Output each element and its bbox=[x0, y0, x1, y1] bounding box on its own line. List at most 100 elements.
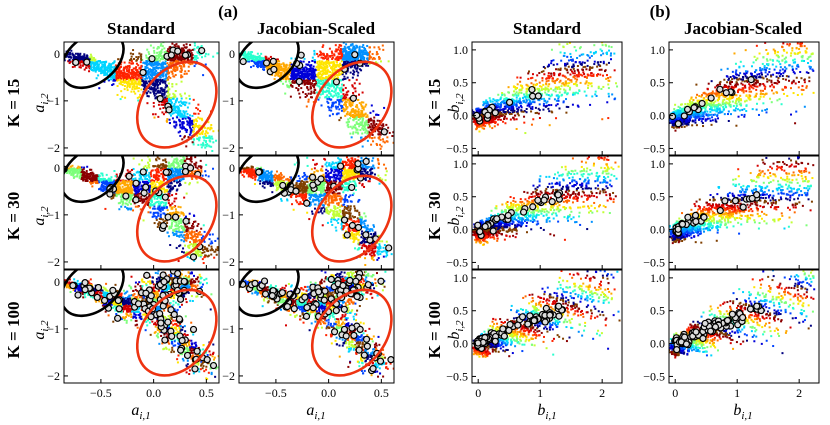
data-point bbox=[353, 45, 356, 48]
data-point bbox=[173, 95, 176, 98]
data-point bbox=[370, 104, 373, 107]
data-point bbox=[519, 76, 522, 79]
data-point bbox=[546, 100, 549, 103]
data-point bbox=[162, 42, 165, 44]
data-point bbox=[299, 60, 302, 63]
data-point bbox=[160, 67, 163, 70]
data-point bbox=[516, 112, 519, 115]
data-point bbox=[137, 56, 140, 59]
data-point bbox=[334, 101, 337, 104]
data-point bbox=[337, 99, 340, 102]
data-point bbox=[347, 90, 350, 93]
data-point bbox=[270, 65, 273, 68]
data-point bbox=[159, 50, 162, 53]
data-point bbox=[600, 54, 603, 57]
data-point bbox=[515, 118, 518, 121]
data-point bbox=[92, 58, 95, 61]
data-point bbox=[181, 121, 184, 124]
data-point bbox=[585, 76, 588, 79]
data-point bbox=[215, 139, 218, 142]
data-point bbox=[327, 74, 330, 77]
data-point bbox=[182, 101, 185, 104]
data-point bbox=[170, 57, 173, 60]
data-point bbox=[133, 90, 136, 93]
data-point bbox=[593, 44, 596, 47]
data-point bbox=[507, 91, 510, 94]
data-point bbox=[150, 62, 153, 65]
data-point bbox=[187, 65, 190, 68]
data-point bbox=[292, 75, 295, 78]
data-point bbox=[382, 48, 385, 51]
data-point bbox=[250, 57, 253, 60]
data-point bbox=[157, 115, 160, 118]
data-point bbox=[147, 75, 150, 78]
data-point bbox=[511, 93, 514, 96]
data-point bbox=[569, 52, 572, 55]
data-point bbox=[316, 65, 319, 68]
data-point bbox=[121, 73, 124, 76]
data-point bbox=[153, 62, 156, 65]
data-point bbox=[124, 66, 127, 69]
data-point bbox=[372, 140, 375, 143]
data-point bbox=[313, 90, 316, 93]
data-point bbox=[285, 69, 288, 72]
data-point bbox=[305, 105, 308, 108]
data-point bbox=[334, 89, 337, 92]
data-point bbox=[355, 78, 358, 81]
data-point bbox=[350, 57, 353, 60]
data-point bbox=[359, 121, 362, 124]
data-point bbox=[561, 93, 564, 96]
data-point bbox=[332, 102, 335, 105]
data-point bbox=[351, 76, 354, 79]
data-point bbox=[545, 77, 548, 80]
data-point bbox=[353, 49, 356, 52]
data-point bbox=[543, 97, 546, 100]
data-point bbox=[304, 95, 307, 98]
data-point bbox=[354, 117, 357, 120]
data-point bbox=[565, 82, 568, 85]
data-point bbox=[324, 71, 327, 74]
data-point bbox=[151, 87, 154, 90]
data-point bbox=[342, 47, 345, 50]
data-point bbox=[187, 62, 190, 65]
data-point bbox=[92, 57, 95, 60]
data-point bbox=[197, 138, 200, 141]
data-point bbox=[197, 125, 200, 128]
data-point bbox=[496, 123, 499, 126]
data-point bbox=[339, 98, 342, 101]
data-point bbox=[90, 62, 93, 65]
data-point bbox=[316, 52, 319, 55]
data-point bbox=[101, 69, 104, 72]
data-point bbox=[352, 110, 355, 113]
data-point bbox=[319, 72, 322, 75]
data-point bbox=[335, 60, 338, 63]
data-point bbox=[88, 65, 91, 68]
data-point bbox=[180, 59, 183, 62]
data-point bbox=[472, 110, 475, 113]
data-point bbox=[135, 59, 138, 62]
data-point bbox=[488, 97, 491, 100]
data-point bbox=[81, 64, 84, 67]
data-point bbox=[383, 106, 386, 109]
data-point bbox=[572, 67, 575, 70]
data-point bbox=[372, 122, 375, 125]
data-point bbox=[572, 65, 575, 68]
data-point bbox=[592, 73, 595, 76]
data-point bbox=[154, 59, 157, 62]
data-point bbox=[570, 80, 573, 83]
data-point bbox=[338, 101, 341, 104]
data-point bbox=[195, 120, 198, 123]
data-point bbox=[197, 127, 200, 130]
data-point bbox=[356, 128, 359, 131]
data-point bbox=[90, 66, 93, 69]
data-point bbox=[190, 54, 193, 57]
data-point bbox=[337, 95, 340, 98]
data-point bbox=[379, 131, 382, 134]
data-point bbox=[161, 111, 164, 114]
data-point bbox=[183, 136, 186, 139]
data-point bbox=[193, 119, 196, 122]
data-point bbox=[550, 59, 553, 62]
data-point bbox=[115, 78, 118, 81]
data-point bbox=[186, 58, 189, 61]
data-point bbox=[349, 101, 352, 104]
